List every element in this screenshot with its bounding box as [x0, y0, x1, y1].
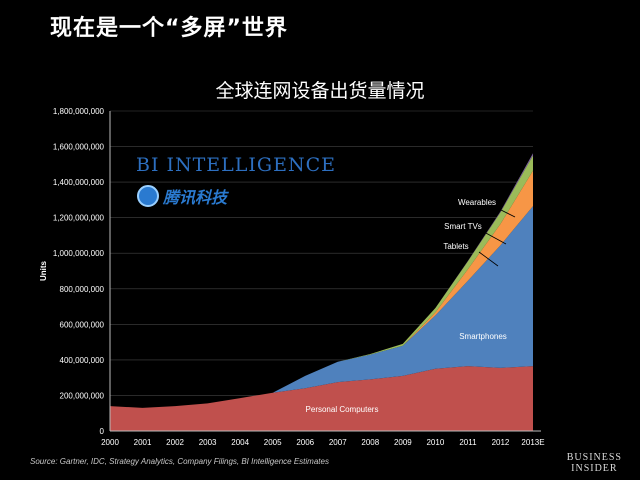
x-tick-label: 2010 — [426, 438, 444, 447]
x-tick-label: 2004 — [231, 438, 249, 447]
series-annotation: Wearables — [458, 198, 496, 207]
y-tick-label: 800,000,000 — [60, 285, 105, 294]
x-tick-label: 2007 — [329, 438, 347, 447]
x-tick-label: 2005 — [264, 438, 282, 447]
x-tick-label: 2000 — [101, 438, 119, 447]
area-personal-computers — [110, 366, 533, 431]
business-insider-logo: BUSINESS INSIDER — [567, 452, 622, 474]
series-annotation: Smart TVs — [444, 222, 482, 231]
x-tick-label: 2006 — [296, 438, 314, 447]
x-tick-label: 2013E — [521, 438, 544, 447]
tencent-logo-text: 腾讯科技 — [163, 188, 228, 207]
bi-intelligence-logo: BI INTELLIGENCE — [136, 154, 336, 176]
area-smartphones — [110, 206, 533, 408]
y-tick-label: 400,000,000 — [60, 356, 105, 365]
tencent-logo-icon — [137, 185, 159, 207]
y-tick-label: 1,400,000,000 — [53, 178, 105, 187]
y-tick-label: 1,800,000,000 — [53, 107, 105, 116]
y-tick-label: 1,000,000,000 — [53, 249, 105, 258]
x-tick-label: 2002 — [166, 438, 184, 447]
y-tick-label: 1,600,000,000 — [53, 143, 105, 152]
annotation-leader-line — [483, 231, 507, 245]
y-tick-label: 1,200,000,000 — [53, 214, 105, 223]
x-tick-label: 2009 — [394, 438, 412, 447]
annotation-leader-line — [496, 207, 516, 218]
y-axis-label: Units — [39, 260, 48, 281]
publisher-line-2: INSIDER — [571, 463, 618, 474]
y-tick-label: 200,000,000 — [60, 391, 105, 400]
source-note: Source: Gartner, IDC, Strategy Analytics… — [30, 457, 329, 466]
series-annotation: Tablets — [443, 242, 468, 251]
slide-title: 现在是一个“多屏”世界 — [50, 16, 288, 41]
y-tick-label: 600,000,000 — [60, 320, 105, 329]
x-tick-label: 2003 — [199, 438, 217, 447]
series-annotation: Personal Computers — [306, 405, 379, 414]
series-annotation: Smartphones — [459, 332, 507, 341]
chart-title: 全球连网设备出货量情况 — [215, 80, 425, 102]
publisher-line-1: BUSINESS — [566, 452, 622, 463]
x-tick-label: 2011 — [459, 438, 477, 447]
x-tick-label: 2001 — [134, 438, 152, 447]
tencent-tech-logo: 腾讯科技 — [137, 184, 227, 208]
x-tick-label: 2012 — [492, 438, 510, 447]
x-tick-label: 2008 — [361, 438, 379, 447]
y-tick-label: 0 — [100, 427, 105, 436]
annotation-leader-line — [478, 251, 499, 267]
